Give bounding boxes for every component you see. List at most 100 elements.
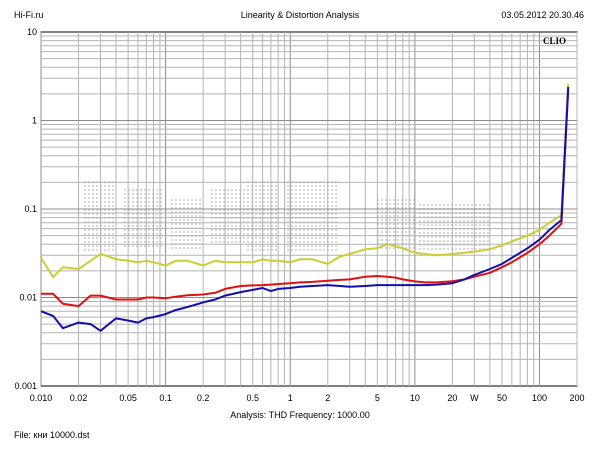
watermark-dot [155, 224, 159, 228]
watermark-dot [314, 196, 318, 200]
watermark-dot [182, 214, 186, 218]
watermark-dot [198, 230, 202, 234]
watermark-dot [242, 192, 246, 196]
watermark-dot [426, 203, 430, 207]
watermark-dot [131, 228, 135, 232]
watermark-dot [178, 222, 182, 226]
watermark-dot [294, 188, 298, 192]
watermark-dot [147, 240, 151, 244]
watermark-dot [143, 228, 147, 232]
watermark-dot [254, 240, 258, 244]
watermark-dot [474, 231, 478, 235]
watermark-dot [190, 230, 194, 234]
watermark-dot [87, 184, 91, 188]
watermark-dot [294, 196, 298, 200]
watermark-dot [91, 232, 95, 236]
watermark-dot [159, 192, 163, 196]
watermark-dot [222, 232, 226, 236]
watermark-dot [111, 248, 115, 252]
watermark-dot [155, 200, 159, 204]
watermark-dot [302, 248, 306, 252]
watermark-dot [302, 196, 306, 200]
watermark-dot [234, 228, 238, 232]
watermark-dot [482, 231, 486, 235]
watermark-dot [306, 204, 310, 208]
watermark-dot [404, 198, 408, 202]
watermark-dot [139, 224, 143, 228]
watermark-dot [198, 246, 202, 250]
watermark-dot [384, 198, 388, 202]
watermark-dot [314, 188, 318, 192]
watermark-dot [214, 232, 218, 236]
watermark-dot [322, 240, 326, 244]
watermark-dot [194, 246, 198, 250]
watermark-dot [91, 244, 95, 248]
watermark-dot [330, 248, 334, 252]
watermark-dot [214, 192, 218, 196]
watermark-dot [246, 232, 250, 236]
watermark-dot [242, 204, 246, 208]
watermark-dot [314, 204, 318, 208]
watermark-dot [242, 232, 246, 236]
watermark-dot [458, 239, 462, 243]
watermark-dot [198, 218, 202, 222]
watermark-dot [462, 223, 466, 227]
watermark-dot [392, 218, 396, 222]
watermark-dot [286, 196, 290, 200]
watermark-dot [290, 188, 294, 192]
watermark-dot [270, 196, 274, 200]
watermark-dot [404, 222, 408, 226]
watermark-dot [87, 224, 91, 228]
watermark-dot [294, 236, 298, 240]
watermark-dot [290, 192, 294, 196]
watermark-dot [107, 244, 111, 248]
watermark-dot [155, 232, 159, 236]
watermark-dot [318, 188, 322, 192]
watermark-dot [246, 204, 250, 208]
watermark-dot [270, 188, 274, 192]
watermark-dot [159, 204, 163, 208]
watermark-dot [190, 238, 194, 242]
watermark-dot [298, 204, 302, 208]
x-tick-label: 10 [410, 393, 420, 403]
watermark-dot [314, 184, 318, 188]
watermark-dot [107, 232, 111, 236]
watermark-dot [458, 231, 462, 235]
x-tick-label: 0.05 [119, 393, 137, 403]
watermark-dot [123, 188, 127, 192]
watermark-dot [226, 196, 230, 200]
watermark-dot [147, 244, 151, 248]
watermark-dot [334, 248, 338, 252]
watermark-dot [442, 231, 446, 235]
watermark-dot [310, 204, 314, 208]
watermark-dot [474, 203, 478, 207]
watermark-dot [322, 192, 326, 196]
watermark-dot [330, 228, 334, 232]
watermark-dot [298, 240, 302, 244]
watermark-dot [194, 198, 198, 202]
watermark-dot [190, 222, 194, 226]
watermark-dot [107, 236, 111, 240]
watermark-dot [186, 202, 190, 206]
watermark-dot [384, 238, 388, 242]
watermark-dot [274, 236, 278, 240]
watermark-dot [470, 239, 474, 243]
watermark-dot [318, 224, 322, 228]
watermark-dot [262, 204, 266, 208]
watermark-dot [290, 232, 294, 236]
watermark-dot [262, 188, 266, 192]
watermark-dot [254, 196, 258, 200]
watermark-dot [218, 236, 222, 240]
watermark-dot [143, 196, 147, 200]
watermark-dot [274, 188, 278, 192]
watermark-dot [270, 204, 274, 208]
clio-brand-label: CLIO [543, 36, 566, 46]
watermark-dot [143, 232, 147, 236]
watermark-dot [258, 248, 262, 252]
watermark-dot [103, 248, 107, 252]
watermark-dot [262, 228, 266, 232]
watermark-dot [434, 247, 438, 251]
watermark-dot [178, 218, 182, 222]
watermark-dot [254, 236, 258, 240]
watermark-dot [310, 224, 314, 228]
